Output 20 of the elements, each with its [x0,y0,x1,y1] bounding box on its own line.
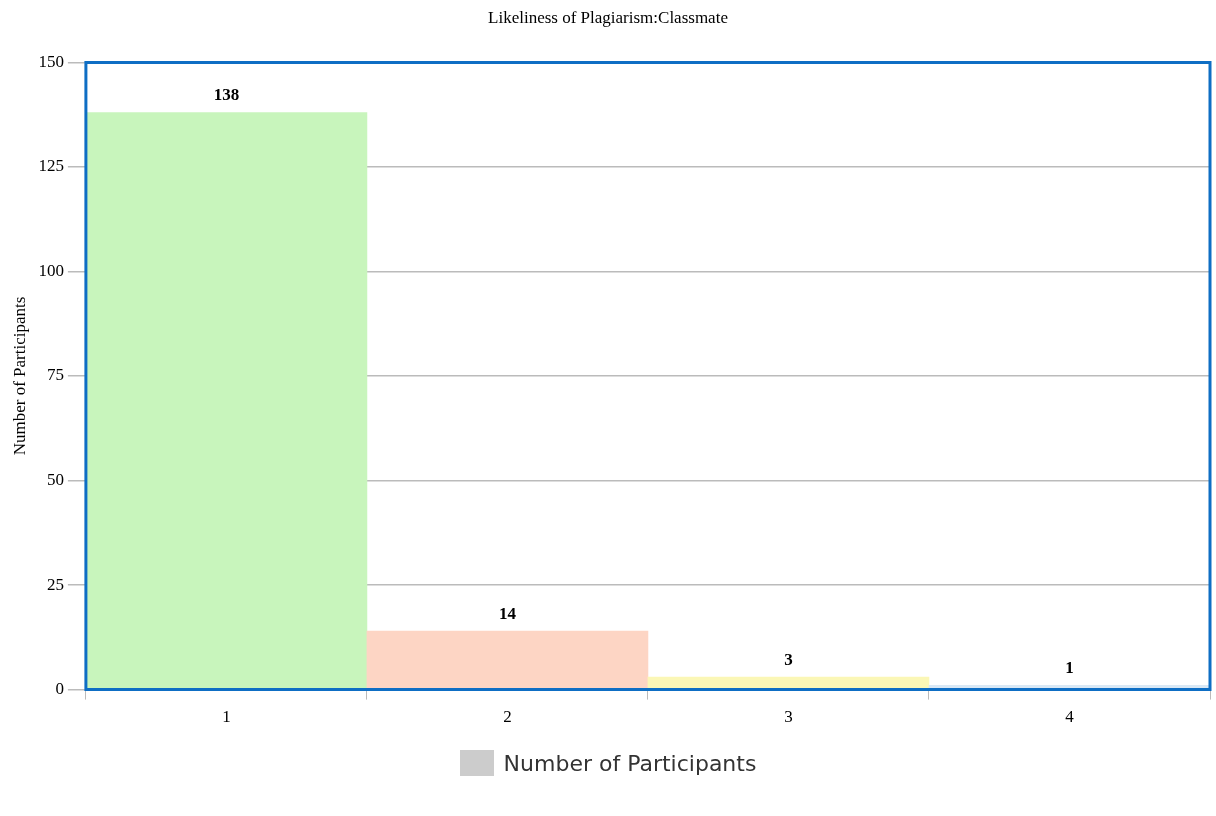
y-tick-label: 0 [55,679,64,699]
text: Number of Participants [503,750,757,776]
y-tick-label: 25 [46,574,64,594]
y-axis-title: Number of Participants [9,296,29,456]
data-label: 1 [1065,658,1074,678]
y-tick-label: 150 [38,51,64,71]
bar [366,630,649,690]
x-tick-label: 2 [503,707,512,727]
data-label: 14 [498,603,517,623]
y-tick-label: 50 [46,470,64,489]
y-tick-label: 100 [38,260,64,280]
data-label: 138 [213,85,240,105]
bar [85,112,368,690]
y-tick-label: 75 [46,365,64,385]
x-tick-label: 4 [1065,707,1075,727]
x-tick-label: 1 [222,707,231,727]
x-tick-label: 3 [784,707,793,727]
data-label: 3 [784,649,793,669]
chart-title: Likeliness of Plagiarism:Classmate [488,7,728,27]
y-tick-label: 125 [38,156,64,176]
